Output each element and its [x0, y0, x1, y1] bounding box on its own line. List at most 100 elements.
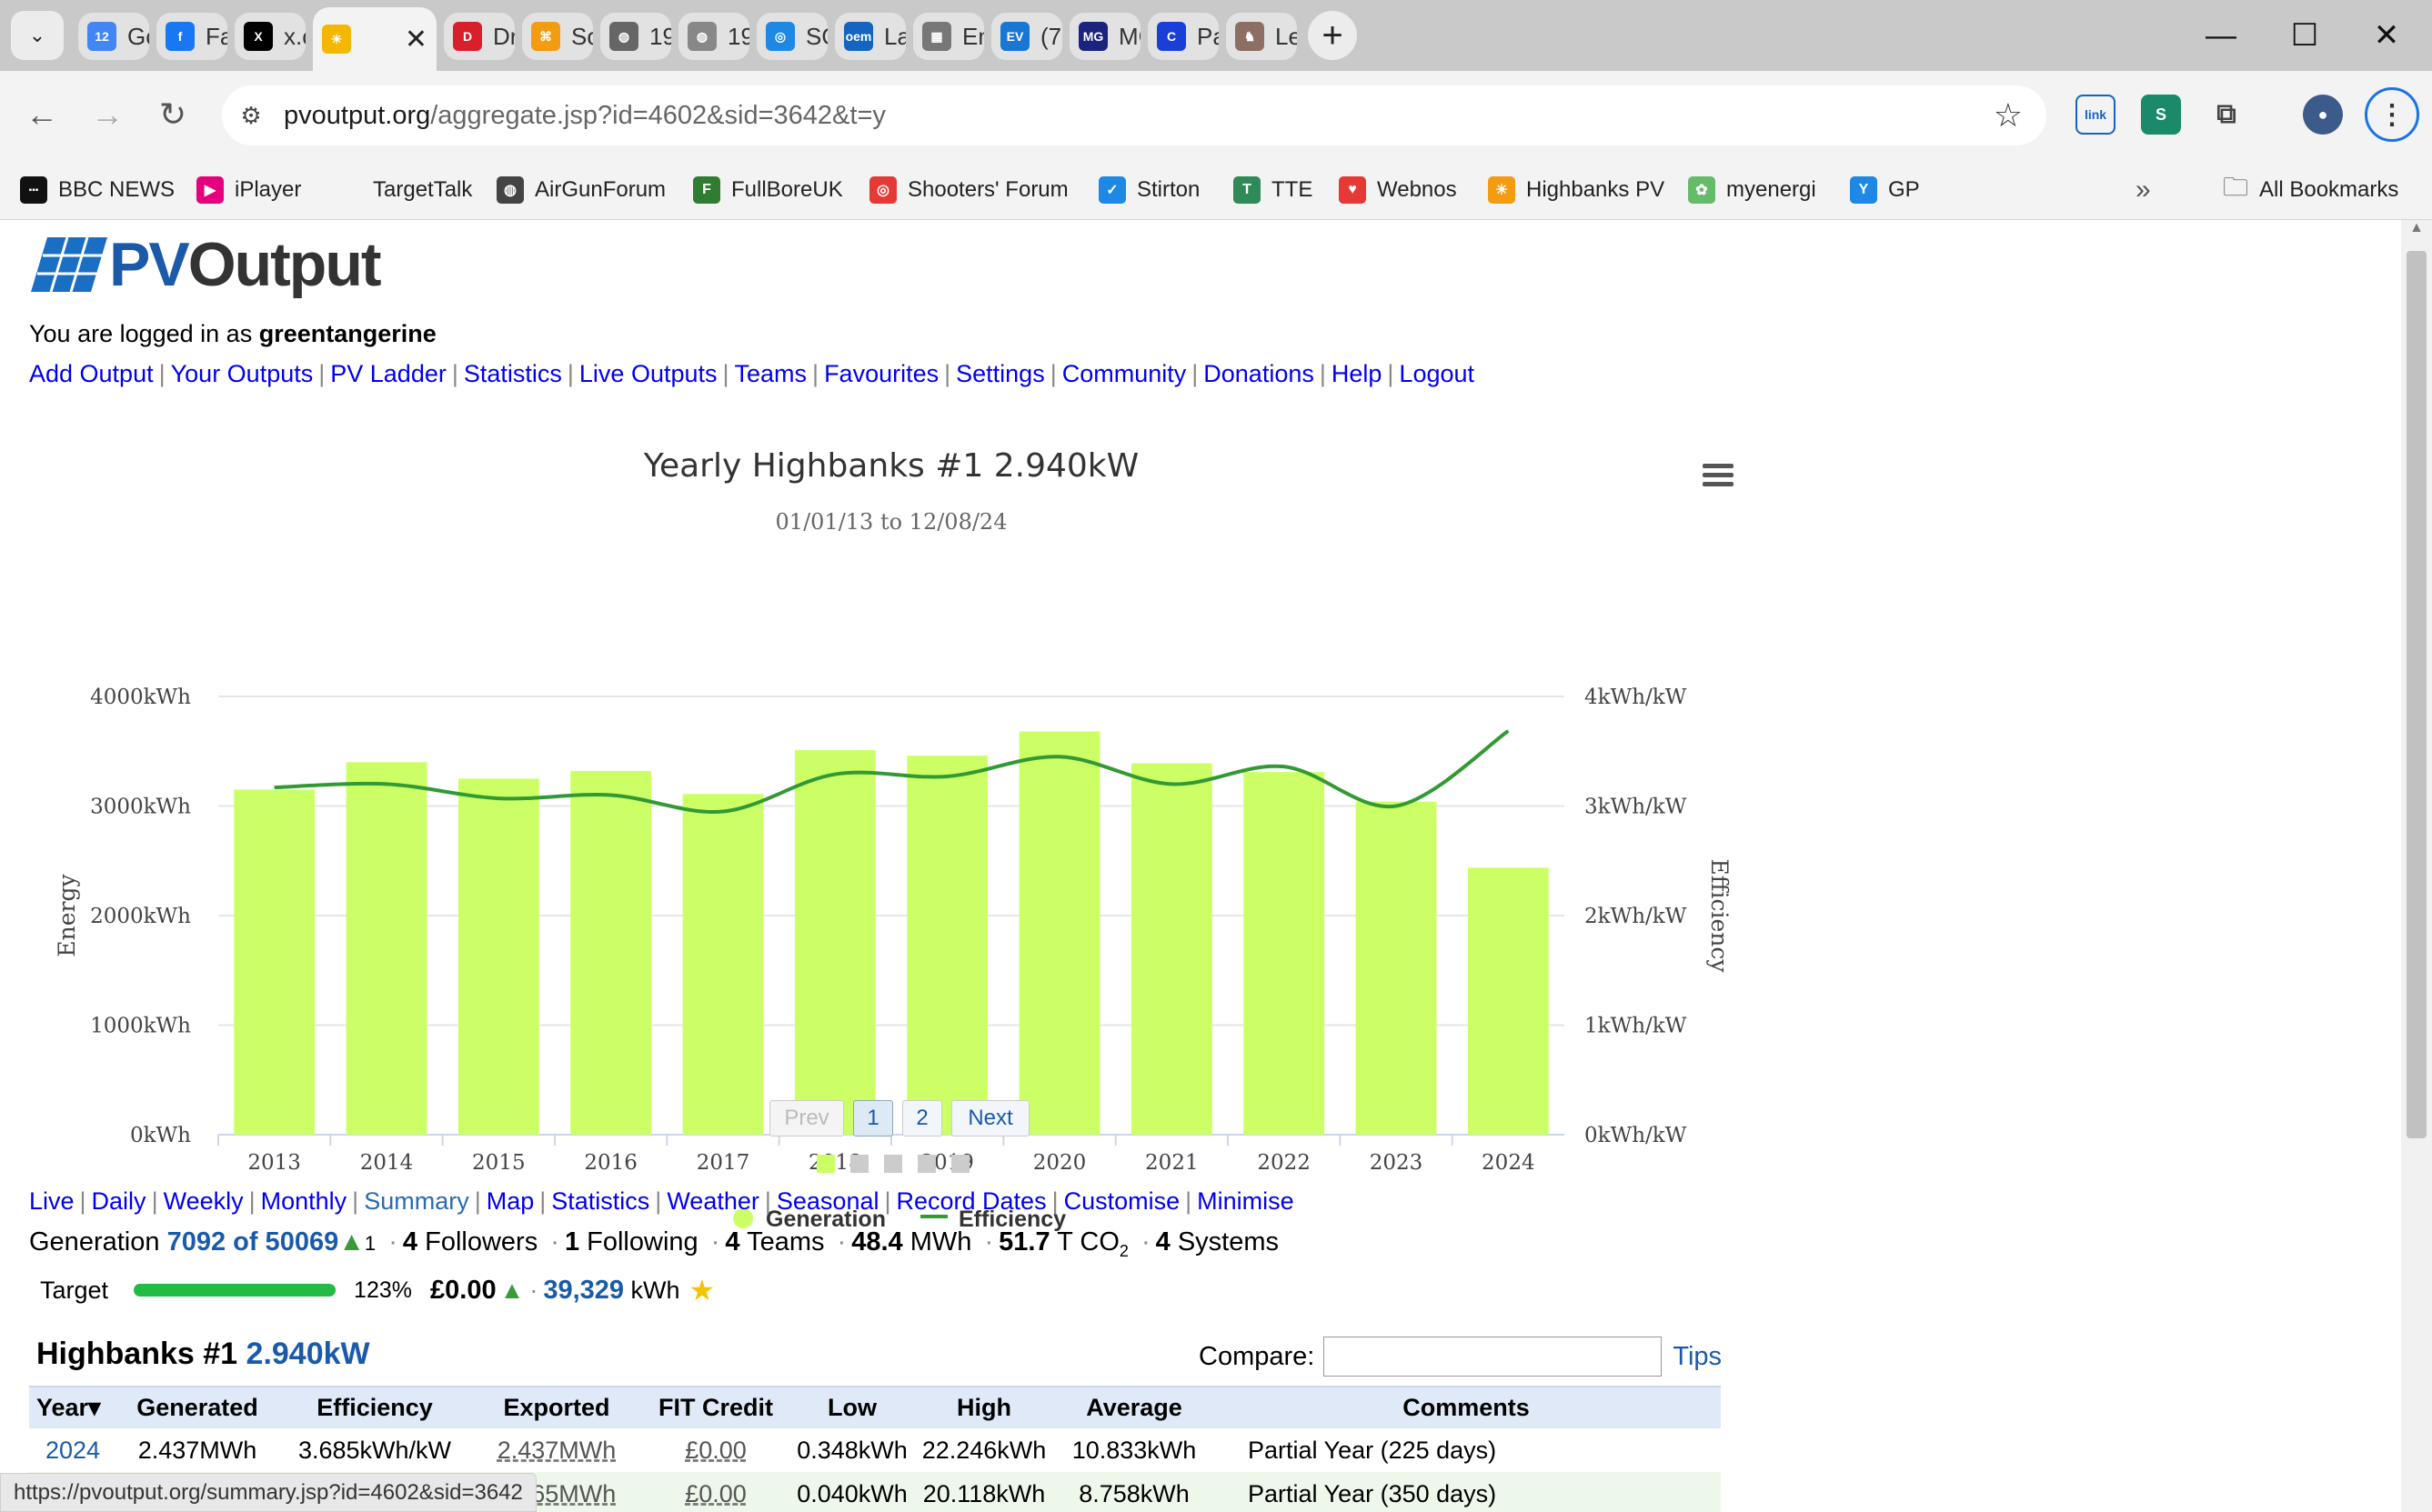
link-extension-icon[interactable]: link	[2075, 95, 2115, 135]
bar-generation-2019[interactable]	[907, 756, 989, 1135]
bookmark-iplayer[interactable]: ▶ iPlayer	[196, 171, 301, 209]
systems-label[interactable]: Systems	[1177, 1227, 1280, 1257]
tab-1[interactable]: f Facel	[156, 13, 227, 60]
column-header-2[interactable]: Efficiency	[275, 1386, 475, 1428]
nav-link-statistics[interactable]: Statistics	[463, 360, 562, 387]
nav-link-donations[interactable]: Donations	[1203, 360, 1314, 387]
chart-menu-icon[interactable]	[1703, 464, 1734, 486]
tab-7[interactable]: ◍ 192.	[678, 13, 749, 60]
column-header-1[interactable]: Generated	[120, 1386, 275, 1428]
tab-11[interactable]: EV (71)	[991, 13, 1062, 60]
site-info-icon[interactable]: ⚙	[240, 101, 262, 129]
table-cell[interactable]: £0.00	[638, 1428, 793, 1472]
table-cell[interactable]: £0.00	[638, 1472, 793, 1512]
column-header-6[interactable]: High	[911, 1386, 1057, 1428]
tab-8[interactable]: ◎ SOL/	[757, 13, 828, 60]
bookmark-targettalk[interactable]: TargetTalk	[335, 171, 472, 209]
following-label[interactable]: Following	[587, 1227, 698, 1257]
generation-rank[interactable]: 7092 of 50069	[166, 1227, 339, 1257]
minimize-button[interactable]: —	[2194, 13, 2248, 58]
nav-link-help[interactable]: Help	[1331, 360, 1382, 387]
carousel-dot-1[interactable]	[817, 1155, 835, 1173]
tab-close-icon[interactable]: ✕	[404, 24, 427, 55]
pager-next[interactable]: Next	[951, 1100, 1030, 1137]
bookmark-airgunforum[interactable]: ◍ AirGunForum	[497, 171, 666, 209]
tab-6[interactable]: ◍ 192.	[600, 13, 671, 60]
bookmark-stirton[interactable]: ✓ Stirton	[1099, 171, 1200, 209]
menu-kebab-icon[interactable]: ⋮	[2365, 87, 2419, 142]
close-window-button[interactable]: ✕	[2359, 13, 2414, 58]
address-bar[interactable]: ⚙ pvoutput.org/aggregate.jsp?id=4602&sid…	[222, 85, 2046, 145]
more-bookmarks-chevron-icon[interactable]: »	[2136, 175, 2151, 205]
s-extension-icon[interactable]: S	[2141, 95, 2181, 135]
table-cell[interactable]: 2.437MWh	[475, 1428, 638, 1472]
nav-link-logout[interactable]: Logout	[1399, 360, 1475, 387]
bar-generation-2014[interactable]	[346, 762, 427, 1135]
tab-10[interactable]: ▦ Emo	[913, 13, 984, 60]
system-nav-customise[interactable]: Customise	[1063, 1187, 1181, 1215]
tab-12[interactable]: MG MG4	[1070, 13, 1141, 60]
tab-3[interactable]: ☀ ✕	[313, 7, 437, 71]
column-header-5[interactable]: Low	[793, 1386, 911, 1428]
tab-4[interactable]: D Dray	[444, 13, 515, 60]
reload-button[interactable]: ↻	[149, 91, 196, 138]
system-nav-live[interactable]: Live	[29, 1187, 75, 1215]
pager-page-2[interactable]: 2	[902, 1100, 942, 1137]
bar-generation-2016[interactable]	[570, 770, 652, 1135]
system-nav-record-dates[interactable]: Record Dates	[896, 1187, 1047, 1215]
bar-generation-2015[interactable]	[457, 778, 539, 1135]
bar-generation-2013[interactable]	[234, 789, 316, 1135]
back-button[interactable]: ←	[18, 91, 65, 138]
pvoutput-logo[interactable]: PVOutput	[31, 230, 382, 299]
nav-link-live-outputs[interactable]: Live Outputs	[578, 360, 718, 387]
bookmark-highbanks-pv[interactable]: ☀ Highbanks PV	[1488, 171, 1664, 209]
tab-9[interactable]: oem Late	[835, 13, 906, 60]
column-header-7[interactable]: Average	[1057, 1386, 1211, 1428]
bookmark-myenergi[interactable]: ✿ myenergi	[1688, 171, 1816, 209]
bookmark-webnos[interactable]: ♥ Webnos	[1339, 171, 1457, 209]
scrollbar-thumb[interactable]	[2407, 251, 2427, 1138]
maximize-button[interactable]: ☐	[2277, 13, 2332, 58]
bar-generation-2023[interactable]	[1355, 801, 1437, 1135]
bookmark-tte[interactable]: T TTE	[1233, 171, 1312, 209]
nav-link-teams[interactable]: Teams	[734, 360, 808, 387]
scroll-up-icon[interactable]: ▲	[2409, 220, 2424, 235]
system-nav-daily[interactable]: Daily	[91, 1187, 146, 1215]
carousel-dot-3[interactable]	[884, 1155, 902, 1173]
column-header-3[interactable]: Exported	[475, 1386, 638, 1428]
system-nav-weekly[interactable]: Weekly	[163, 1187, 244, 1215]
bar-generation-2021[interactable]	[1131, 763, 1212, 1135]
system-nav-seasonal[interactable]: Seasonal	[776, 1187, 879, 1215]
nav-link-your-outputs[interactable]: Your Outputs	[170, 360, 314, 387]
column-header-4[interactable]: FIT Credit	[638, 1386, 793, 1428]
system-nav-summary[interactable]: Summary	[364, 1187, 469, 1215]
bar-generation-2017[interactable]	[682, 794, 764, 1135]
followers-label[interactable]: Followers	[425, 1227, 538, 1257]
bookmark-fullboreuk[interactable]: F FullBoreUK	[693, 171, 843, 209]
carousel-dot-2[interactable]	[850, 1155, 869, 1173]
column-header-0[interactable]: Year▾	[29, 1386, 120, 1428]
new-tab-button[interactable]: +	[1308, 11, 1357, 60]
bar-generation-2024[interactable]	[1467, 867, 1549, 1135]
nav-link-community[interactable]: Community	[1061, 360, 1187, 387]
teams-label[interactable]: Teams	[747, 1227, 825, 1257]
bar-generation-2022[interactable]	[1243, 772, 1325, 1135]
bookmark-bbc-news[interactable]: ▪▪▪ BBC NEWS	[20, 171, 175, 209]
system-nav-monthly[interactable]: Monthly	[260, 1187, 347, 1215]
tab-14[interactable]: ♞ Leag	[1226, 13, 1297, 60]
tab-search-button[interactable]: ⌄	[11, 11, 64, 60]
all-bookmarks-button[interactable]: 🗀 All Bookmarks	[2223, 171, 2398, 209]
tab-2[interactable]: Xx.cor	[235, 13, 306, 60]
system-nav-minimise[interactable]: Minimise	[1197, 1187, 1294, 1215]
compare-tips-link[interactable]: Tips	[1673, 1341, 1723, 1371]
system-nav-statistics[interactable]: Statistics	[551, 1187, 650, 1215]
bookmark-star-icon[interactable]: ☆	[1993, 96, 2023, 134]
carousel-dot-4[interactable]	[918, 1155, 936, 1173]
system-nav-weather[interactable]: Weather	[667, 1187, 759, 1215]
column-header-8[interactable]: Comments	[1211, 1386, 1721, 1428]
pager-page-1[interactable]: 1	[853, 1100, 893, 1137]
tab-0[interactable]: 12 Goo	[78, 13, 149, 60]
nav-link-favourites[interactable]: Favourites	[824, 360, 940, 387]
page-scrollbar[interactable]: ▲	[2401, 220, 2432, 1512]
compare-input[interactable]	[1323, 1337, 1663, 1377]
